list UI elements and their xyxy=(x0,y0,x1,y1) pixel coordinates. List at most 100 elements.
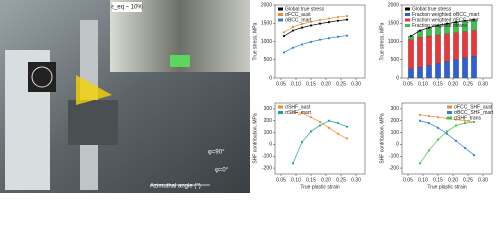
point xyxy=(436,126,440,129)
point xyxy=(472,18,476,21)
figure: ε_eq ~ 10% φ=90° φ=0° Azimuthal angle (°… xyxy=(0,0,494,193)
legend-swatch xyxy=(278,111,283,114)
y-axis-label: SHF contribution, MPa xyxy=(252,113,258,164)
point xyxy=(300,140,304,144)
bar-segment xyxy=(435,34,441,64)
x-tick-label: 0.30 xyxy=(351,177,361,183)
legend-swatch xyxy=(278,13,283,16)
point xyxy=(427,26,431,29)
point xyxy=(454,118,458,121)
point xyxy=(318,120,322,124)
series-line xyxy=(410,19,475,37)
x-tick-label: 0.25 xyxy=(336,81,346,87)
x-tick-label: 0.30 xyxy=(351,81,361,87)
y-tick-label: -100 xyxy=(262,154,272,160)
legend-swatch xyxy=(405,18,410,22)
point xyxy=(327,21,331,24)
point xyxy=(463,119,467,122)
point xyxy=(327,126,331,129)
y-tick-label: 300 xyxy=(264,106,273,112)
x-tick-label: 0.30 xyxy=(478,177,488,183)
point xyxy=(318,22,322,25)
legend-label: σFCC_SHF_aust xyxy=(454,104,493,110)
legend-label: Fraction weighted σtrans xyxy=(412,23,468,29)
x-tick-label: 0.10 xyxy=(291,177,301,183)
y-tick-label: 0 xyxy=(396,75,399,81)
y-axis-label: True stress, MPa xyxy=(379,22,385,60)
legend-label: σSHF_trans xyxy=(454,115,481,121)
point xyxy=(309,116,313,119)
bar-segment xyxy=(471,55,477,79)
x-tick-label: 0.20 xyxy=(321,177,331,183)
y-tick-label: 500 xyxy=(391,57,400,63)
x-tick-label: 0.15 xyxy=(306,81,316,87)
legend-label: σFCC_aust xyxy=(285,12,311,18)
y-tick-label: 100 xyxy=(264,130,273,136)
x-tick-label: 0.20 xyxy=(448,81,458,87)
legend-swatch xyxy=(405,24,410,27)
x-tick-label: 0.05 xyxy=(276,81,286,87)
y-tick-label: 0 xyxy=(269,142,272,148)
bar-segment xyxy=(435,63,441,79)
point xyxy=(318,38,322,41)
point xyxy=(463,146,467,150)
y-tick-label: 1000 xyxy=(388,39,399,45)
point xyxy=(300,43,304,46)
point xyxy=(282,51,286,54)
x-axis-label: True plastic strain xyxy=(300,184,339,190)
point xyxy=(309,24,313,27)
plot-area xyxy=(274,4,366,79)
photo: ε_eq ~ 10% φ=90° φ=0° Azimuthal angle (°… xyxy=(0,0,250,193)
legend-label: σSHF_aust xyxy=(285,104,311,110)
point xyxy=(300,111,304,115)
y-tick-label: 0 xyxy=(396,142,399,148)
legend-label: σBCC_SHF_mart xyxy=(454,110,494,116)
y-tick-label: 1500 xyxy=(261,21,272,27)
point xyxy=(418,113,422,116)
point xyxy=(409,34,413,38)
point xyxy=(327,17,331,20)
plot-area xyxy=(401,102,493,175)
point xyxy=(472,153,476,157)
point xyxy=(454,21,458,24)
point xyxy=(436,24,440,27)
point xyxy=(282,31,286,34)
angle-90-label: φ=90° xyxy=(208,150,225,156)
x-tick-label: 0.25 xyxy=(336,177,346,183)
point xyxy=(454,124,458,127)
point xyxy=(309,40,313,43)
point xyxy=(454,139,458,142)
green-patch xyxy=(170,55,190,67)
series-line xyxy=(283,15,348,33)
point xyxy=(336,122,340,125)
point xyxy=(291,29,295,32)
x-axis-label: True plastic strain xyxy=(427,184,466,190)
bar-segment xyxy=(426,65,432,79)
bar-segment xyxy=(426,27,432,37)
angle-0-label: φ=0° xyxy=(215,168,229,174)
legend-swatch xyxy=(278,105,283,109)
x-tick-label: 0.10 xyxy=(291,81,301,87)
x-tick-label: 0.15 xyxy=(433,177,443,183)
x-tick-label: 0.25 xyxy=(463,81,473,87)
strain-label: ε_eq ~ 10% xyxy=(111,5,143,11)
y-tick-label: 2000 xyxy=(388,2,399,8)
bar-segment xyxy=(462,31,468,59)
y-tick-label: 300 xyxy=(391,106,400,112)
y-axis-label: SHF contribution, MPa xyxy=(379,113,385,164)
y-tick-label: 1500 xyxy=(388,21,399,27)
x-tick-label: 0.30 xyxy=(478,81,488,87)
y-tick-label: 1000 xyxy=(261,39,272,45)
y-tick-label: 200 xyxy=(391,118,400,124)
x-tick-label: 0.25 xyxy=(463,177,473,183)
point xyxy=(291,25,295,28)
point xyxy=(445,132,449,135)
y-tick-label: -200 xyxy=(262,165,272,171)
point xyxy=(309,130,313,133)
y-tick-label: -100 xyxy=(389,154,399,160)
point xyxy=(300,22,304,26)
point xyxy=(327,37,331,40)
point xyxy=(336,15,340,19)
point xyxy=(427,114,431,118)
y-tick-label: 500 xyxy=(264,57,273,63)
